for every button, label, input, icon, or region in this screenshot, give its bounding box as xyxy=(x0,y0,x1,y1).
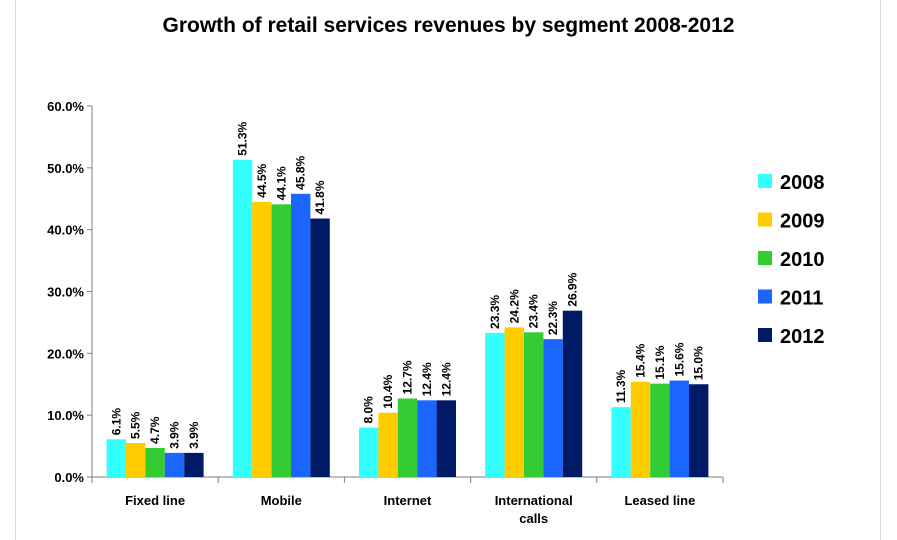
bar xyxy=(524,332,544,477)
y-tick-label: 60.0% xyxy=(47,99,84,114)
category-label: International xyxy=(495,493,573,508)
bar xyxy=(562,310,583,477)
data-label: 44.5% xyxy=(255,163,269,197)
bar xyxy=(397,398,418,477)
bar xyxy=(485,332,505,477)
bar xyxy=(650,383,670,477)
data-label: 11.3% xyxy=(614,369,628,403)
bar xyxy=(310,218,330,477)
y-tick-label: 0.0% xyxy=(54,470,84,485)
data-label: 3.9% xyxy=(187,421,201,449)
category-label: Mobile xyxy=(261,493,302,508)
bar xyxy=(359,427,379,477)
legend-label: 2012 xyxy=(780,326,825,348)
data-label: 3.9% xyxy=(168,421,182,449)
data-label: 10.4% xyxy=(381,374,395,408)
bar xyxy=(417,400,437,477)
bar xyxy=(689,384,709,477)
legend-swatch xyxy=(758,251,772,265)
y-tick-label: 10.0% xyxy=(47,408,84,423)
bar xyxy=(126,442,146,477)
data-label: 22.3% xyxy=(546,301,560,335)
bar xyxy=(291,193,311,477)
legend-swatch xyxy=(758,212,772,227)
data-label: 6.1% xyxy=(109,408,123,436)
data-label: 15.1% xyxy=(653,345,667,379)
legend-label: 2010 xyxy=(780,249,825,271)
data-label: 12.4% xyxy=(420,362,434,396)
bar xyxy=(232,159,253,478)
category-label: Internet xyxy=(384,493,432,508)
data-label: 15.4% xyxy=(634,343,648,377)
y-tick-label: 30.0% xyxy=(47,285,84,300)
bar xyxy=(630,381,651,477)
bar xyxy=(145,447,165,477)
y-tick-label: 40.0% xyxy=(47,223,84,238)
data-label: 51.3% xyxy=(236,121,250,155)
data-label: 44.1% xyxy=(274,166,288,200)
legend-swatch xyxy=(758,328,772,342)
y-tick-label: 50.0% xyxy=(47,161,84,176)
data-label: 45.8% xyxy=(294,155,308,189)
bar xyxy=(106,439,126,477)
bar xyxy=(378,412,398,477)
data-label: 12.4% xyxy=(439,362,453,396)
legend-label: 2008 xyxy=(780,172,825,194)
data-label: 8.0% xyxy=(362,396,376,424)
data-label: 41.8% xyxy=(313,180,327,214)
category-label: calls xyxy=(519,511,548,526)
data-label: 24.2% xyxy=(507,289,521,323)
data-label: 23.4% xyxy=(527,294,541,328)
legend-label: 2011 xyxy=(780,288,823,310)
bar xyxy=(184,452,204,477)
chart-title: Growth of retail services revenues by se… xyxy=(162,14,735,37)
bar xyxy=(436,400,456,477)
category-label: Fixed line xyxy=(125,493,185,508)
data-label: 12.7% xyxy=(401,360,415,394)
y-tick-label: 20.0% xyxy=(47,346,84,361)
data-label: 23.3% xyxy=(488,295,502,329)
bar xyxy=(252,201,272,477)
legend-label: 2009 xyxy=(780,211,825,233)
legend-swatch xyxy=(758,174,772,188)
data-label: 15.0% xyxy=(692,346,706,380)
category-label: Leased line xyxy=(624,493,695,508)
legend-swatch xyxy=(758,289,772,304)
bar xyxy=(669,380,689,477)
bar xyxy=(543,339,563,477)
data-label: 5.5% xyxy=(129,411,143,439)
bar xyxy=(164,452,185,477)
data-label: 4.7% xyxy=(148,416,162,444)
bar xyxy=(504,327,524,477)
data-label: 26.9% xyxy=(566,272,580,306)
data-label: 15.6% xyxy=(672,342,686,376)
bar xyxy=(611,407,631,477)
bar xyxy=(271,204,291,477)
